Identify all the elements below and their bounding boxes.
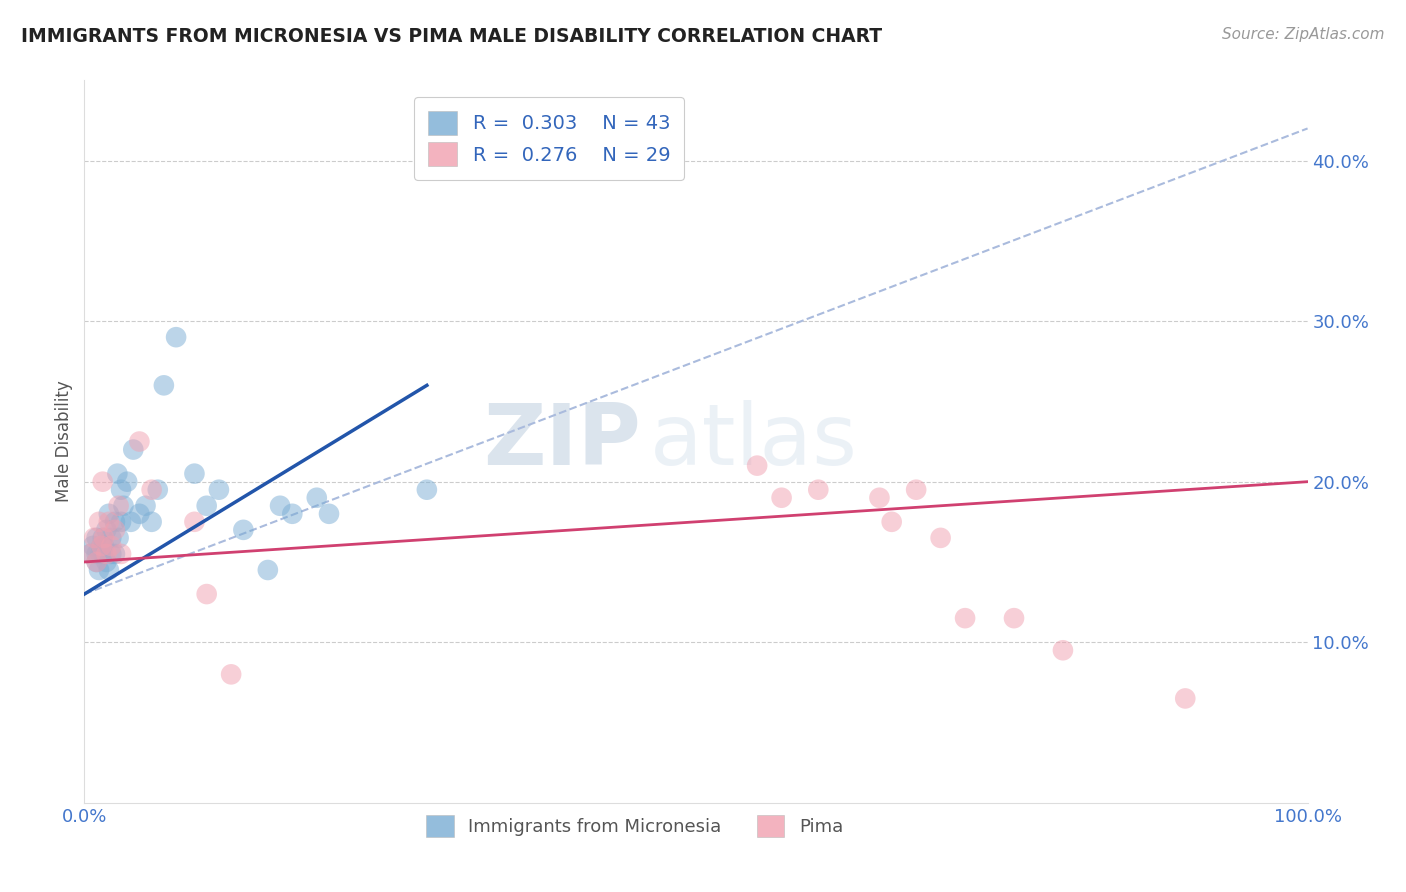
Text: atlas: atlas bbox=[650, 400, 858, 483]
Point bbox=[112, 499, 135, 513]
Point bbox=[100, 531, 122, 545]
Point bbox=[86, 547, 108, 561]
Point bbox=[1002, 611, 1025, 625]
Point bbox=[141, 515, 163, 529]
Point bbox=[807, 483, 830, 497]
Point bbox=[953, 611, 976, 625]
Point bbox=[82, 539, 104, 553]
Point bbox=[1174, 691, 1197, 706]
Point bbox=[90, 539, 112, 553]
Text: Source: ZipAtlas.com: Source: ZipAtlas.com bbox=[1222, 27, 1385, 42]
Point bbox=[128, 434, 150, 449]
Text: IMMIGRANTS FROM MICRONESIA VS PIMA MALE DISABILITY CORRELATION CHART: IMMIGRANTS FROM MICRONESIA VS PIMA MALE … bbox=[21, 27, 882, 45]
Point bbox=[96, 523, 118, 537]
Point bbox=[87, 563, 110, 577]
Point bbox=[183, 467, 205, 481]
Point bbox=[96, 555, 118, 569]
Point bbox=[104, 515, 127, 529]
Point bbox=[100, 547, 122, 561]
Point bbox=[869, 491, 891, 505]
Point bbox=[770, 491, 793, 505]
Point bbox=[269, 499, 291, 513]
Point bbox=[195, 587, 218, 601]
Point bbox=[747, 458, 769, 473]
Point bbox=[318, 507, 340, 521]
Point bbox=[91, 531, 114, 545]
Point bbox=[93, 531, 115, 545]
Point bbox=[135, 499, 157, 513]
Point bbox=[79, 547, 101, 561]
Point bbox=[122, 442, 145, 457]
Point bbox=[91, 547, 114, 561]
Point bbox=[87, 515, 110, 529]
Point bbox=[1052, 643, 1074, 657]
Text: ZIP: ZIP bbox=[484, 400, 641, 483]
Point bbox=[219, 667, 242, 681]
Point bbox=[165, 330, 187, 344]
Point bbox=[153, 378, 176, 392]
Point bbox=[104, 523, 127, 537]
Point bbox=[110, 547, 132, 561]
Point bbox=[146, 483, 169, 497]
Point bbox=[97, 563, 120, 577]
Point bbox=[107, 499, 129, 513]
Point bbox=[120, 515, 142, 529]
Point bbox=[79, 547, 101, 561]
Point bbox=[83, 531, 105, 545]
Legend: Immigrants from Micronesia, Pima: Immigrants from Micronesia, Pima bbox=[412, 801, 858, 852]
Point bbox=[97, 515, 120, 529]
Point bbox=[416, 483, 439, 497]
Point bbox=[86, 555, 108, 569]
Point bbox=[880, 515, 903, 529]
Point bbox=[110, 515, 132, 529]
Point bbox=[93, 539, 115, 553]
Y-axis label: Male Disability: Male Disability bbox=[55, 381, 73, 502]
Point bbox=[100, 539, 122, 553]
Point bbox=[305, 491, 328, 505]
Point bbox=[89, 547, 111, 561]
Point bbox=[128, 507, 150, 521]
Point bbox=[86, 555, 108, 569]
Point bbox=[929, 531, 952, 545]
Point bbox=[232, 523, 254, 537]
Point bbox=[97, 507, 120, 521]
Point bbox=[91, 475, 114, 489]
Point bbox=[105, 467, 128, 481]
Point bbox=[905, 483, 928, 497]
Point bbox=[96, 547, 118, 561]
Point bbox=[107, 531, 129, 545]
Point bbox=[281, 507, 304, 521]
Point bbox=[115, 475, 138, 489]
Point bbox=[90, 539, 112, 553]
Point bbox=[141, 483, 163, 497]
Point bbox=[195, 499, 218, 513]
Point bbox=[104, 547, 127, 561]
Point bbox=[208, 483, 231, 497]
Point bbox=[110, 483, 132, 497]
Point bbox=[257, 563, 280, 577]
Point bbox=[183, 515, 205, 529]
Point bbox=[86, 531, 108, 545]
